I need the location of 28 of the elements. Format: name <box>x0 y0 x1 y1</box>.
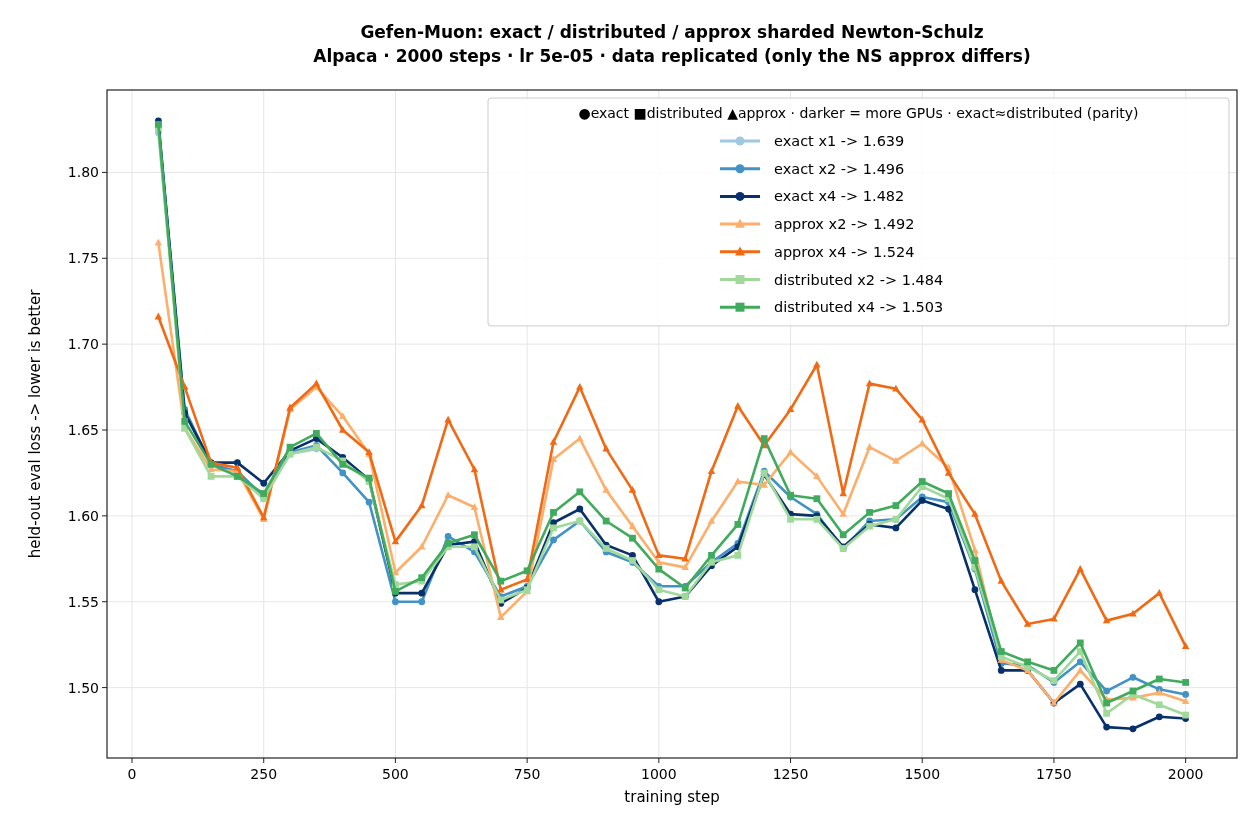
legend-label: exact x1 -> 1.639 <box>774 133 905 149</box>
legend-title: ●exact ■distributed ▲approx · darker = more GPUs · exact≈distributed (parity) <box>578 105 1139 121</box>
y-tick-label: 1.60 <box>67 507 99 524</box>
y-tick-label: 1.65 <box>67 422 99 439</box>
y-tick-label: 1.80 <box>67 164 99 181</box>
x-tick-label: 1000 <box>641 766 677 782</box>
x-tick-label: 0 <box>127 766 137 782</box>
y-tick-label: 1.70 <box>67 336 99 353</box>
x-tick-label: 1750 <box>1036 766 1072 782</box>
y-tick-label: 1.55 <box>67 593 99 610</box>
x-tick-label: 750 <box>513 766 541 782</box>
x-tick-label: 2000 <box>1167 766 1204 782</box>
x-tick-label: 1500 <box>904 766 941 782</box>
legend-label: exact x4 -> 1.482 <box>774 188 905 205</box>
legend-label: approx x2 -> 1.492 <box>774 216 915 233</box>
x-tick-label: 500 <box>382 766 409 782</box>
legend-label: distributed x2 -> 1.484 <box>774 271 944 288</box>
x-tick-label: 250 <box>250 766 278 782</box>
y-tick-label: 1.50 <box>67 679 99 696</box>
y-tick-label: 1.75 <box>67 250 99 267</box>
x-axis-title: training step <box>624 788 720 806</box>
y-axis-title: held-out eval loss -> lower is better <box>26 288 44 559</box>
x-tick-label: 1250 <box>772 766 809 782</box>
legend-label: exact x2 -> 1.496 <box>774 160 905 177</box>
chart-subtitle: Alpaca · 2000 steps · lr 5e-05 · data replicated (only the NS approx differs) <box>313 46 1031 66</box>
legend-label: distributed x4 -> 1.503 <box>774 299 944 316</box>
legend-label: approx x4 -> 1.524 <box>774 243 915 260</box>
chart-title: Gefen-Muon: exact / distributed / approx sharded Newton-Schulz <box>360 22 984 42</box>
